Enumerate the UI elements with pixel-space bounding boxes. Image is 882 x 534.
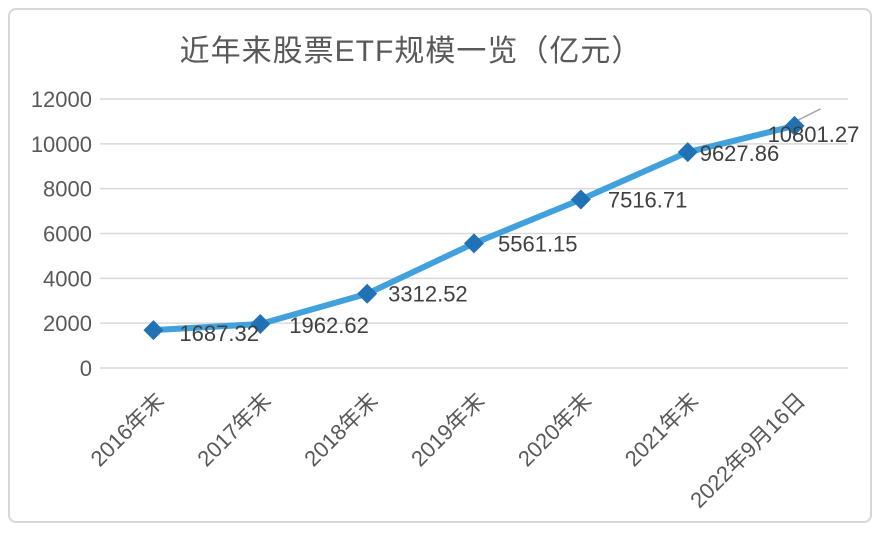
data-point-marker xyxy=(250,314,271,335)
data-point-label: 3312.52 xyxy=(388,282,468,307)
y-axis-tick-label: 10000 xyxy=(31,132,92,157)
y-axis-tick-label: 2000 xyxy=(43,311,92,336)
data-point-marker xyxy=(677,142,698,163)
y-axis-tick-label: 4000 xyxy=(43,266,92,291)
x-axis-tick-label: 2018年末 xyxy=(299,388,382,471)
data-point-label: 5561.15 xyxy=(498,231,578,256)
y-axis-tick-label: 12000 xyxy=(31,87,92,112)
y-axis-tick-label: 6000 xyxy=(43,222,92,247)
data-point-label: 1687.32 xyxy=(179,321,259,346)
data-point-marker xyxy=(464,233,484,254)
data-point-marker xyxy=(570,189,591,210)
y-axis-tick-label: 0 xyxy=(80,356,92,381)
data-label-leader-line xyxy=(796,108,821,122)
chart-title: 近年来股票ETF规模一览（亿元） xyxy=(179,35,643,68)
x-axis-tick-label: 2021年末 xyxy=(620,388,703,471)
x-axis-tick-label: 2016年末 xyxy=(86,388,169,471)
data-point-marker xyxy=(784,115,805,136)
x-axis-tick-label: 2019年末 xyxy=(406,388,489,471)
data-point-label: 9627.86 xyxy=(700,141,780,166)
chart-card xyxy=(8,8,872,523)
data-point-marker xyxy=(357,283,378,304)
y-axis-tick-label: 8000 xyxy=(43,177,92,202)
x-axis-tick-label: 2022年9月16日 xyxy=(685,388,810,513)
data-point-label: 10801.27 xyxy=(768,122,860,147)
x-axis-tick-label: 2017年末 xyxy=(192,388,275,471)
data-series-line xyxy=(150,122,798,334)
data-point-label: 1962.62 xyxy=(289,313,369,338)
data-point-marker xyxy=(143,320,164,341)
x-axis-tick-label: 2020年末 xyxy=(513,388,596,471)
data-point-label: 7516.71 xyxy=(608,188,688,213)
